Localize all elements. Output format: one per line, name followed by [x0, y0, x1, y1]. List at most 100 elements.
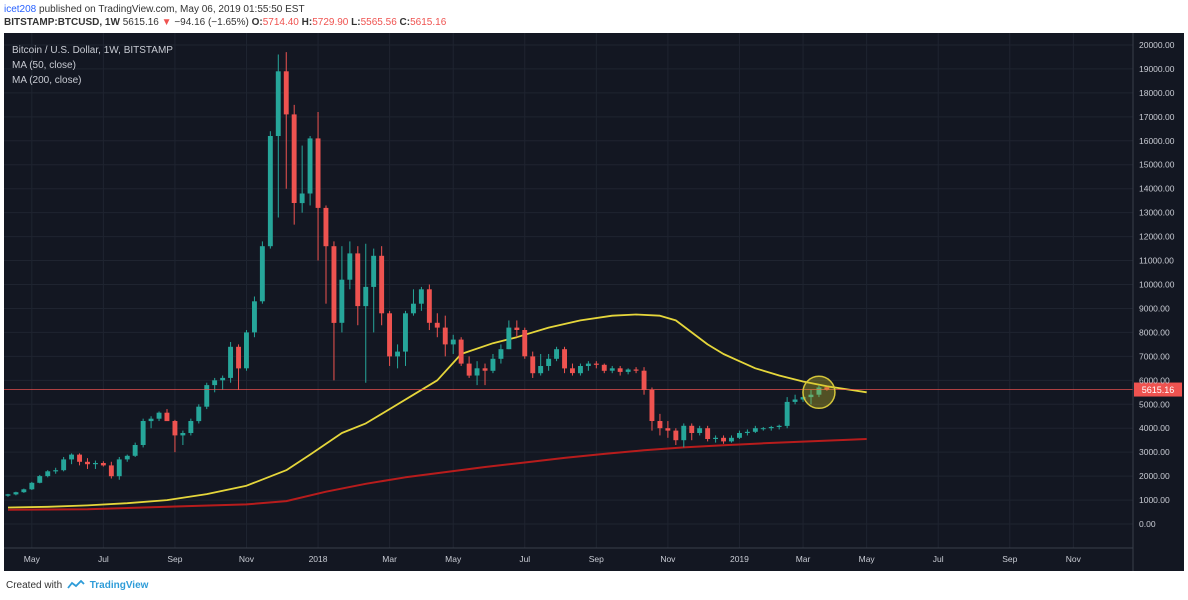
y-tick-label: 17000.00 — [1139, 112, 1175, 122]
candle-up — [5, 494, 11, 496]
candle-down — [641, 370, 647, 390]
candle-down — [824, 387, 830, 390]
candle-up — [339, 279, 345, 323]
x-tick-label: Jul — [933, 554, 944, 564]
annotation-circle — [802, 375, 836, 410]
down-arrow-icon: ▼ — [161, 17, 172, 28]
candle-down — [665, 428, 671, 431]
y-tick-label: 0.00 — [1139, 519, 1156, 529]
candle-up — [53, 470, 59, 472]
legend-title: Bitcoin / U.S. Dollar, 1W, BITSTAMP — [12, 45, 173, 56]
legend-ma50[interactable]: MA (50, close) — [12, 60, 76, 71]
chart-legend: Bitcoin / U.S. Dollar, 1W, BITSTAMP MA (… — [12, 43, 173, 88]
candle-down — [236, 346, 241, 369]
y-tick-label: 14000.00 — [1139, 184, 1175, 194]
y-tick-label: 2000.00 — [1139, 471, 1170, 481]
candle-up — [538, 366, 544, 374]
candle-down — [657, 421, 663, 429]
y-tick-label: 9000.00 — [1139, 303, 1170, 313]
candle-down — [482, 368, 488, 371]
candle-down — [522, 330, 528, 357]
candle-up — [450, 339, 456, 345]
candle-up — [204, 385, 210, 407]
candle-up — [752, 428, 758, 432]
candle-down — [108, 465, 114, 477]
x-tick-label: Jul — [98, 554, 109, 564]
candle-up — [13, 492, 19, 495]
tradingview-brand[interactable]: TradingView — [89, 580, 149, 591]
candle-down — [100, 463, 106, 466]
candle-down — [323, 207, 329, 247]
candle-up — [792, 399, 798, 402]
candle-down — [530, 356, 536, 374]
chart-header: icet208 published on TradingView.com, Ma… — [0, 0, 1188, 32]
candle-up — [729, 437, 734, 442]
y-tick-label: 3000.00 — [1139, 447, 1170, 457]
candle-down — [689, 425, 695, 433]
current-price: 5615.16 — [122, 17, 159, 28]
x-tick-label: Sep — [1002, 554, 1017, 564]
chart-area[interactable]: 5615.16 0.00 1000.00 2000.00 3000.00 4000.00… — [4, 33, 1184, 571]
time-axis[interactable]: May Jul Sep Nov 2018 Mar May Jul Sep Nov 2019 Mar Ma… — [24, 554, 1082, 564]
candle-up — [275, 71, 281, 136]
candlestick-chart[interactable]: 5615.16 0.00 1000.00 2000.00 3000.00 4000.00… — [4, 33, 1184, 571]
x-tick-label: Mar — [382, 554, 397, 564]
candle-down — [514, 327, 520, 330]
candle-up — [609, 368, 615, 371]
candle-down — [649, 389, 655, 421]
legend-ma200[interactable]: MA (200, close) — [12, 75, 82, 86]
close-label: C: — [399, 17, 411, 28]
price-change: −94.16 (−1.65%) — [174, 17, 249, 28]
candle-up — [267, 136, 273, 247]
candle-up — [259, 246, 265, 302]
y-tick-label: 16000.00 — [1139, 136, 1175, 146]
candle-up — [808, 394, 814, 398]
candle-up — [212, 380, 218, 386]
y-tick-label: 15000.00 — [1139, 160, 1175, 170]
candle-up — [29, 482, 35, 490]
candle-down — [355, 253, 361, 307]
candle-up — [506, 327, 512, 350]
y-tick-label: 5000.00 — [1139, 399, 1170, 409]
y-tick-label: 1000.00 — [1139, 495, 1170, 505]
candle-up — [681, 425, 687, 441]
y-tick-label: 6000.00 — [1139, 375, 1170, 385]
candle-down — [426, 289, 432, 323]
high-value: 5729.90 — [312, 17, 349, 28]
x-tick-label: May — [445, 554, 462, 564]
candle-down — [315, 138, 321, 208]
candle-down — [291, 114, 297, 203]
candle-up — [93, 463, 98, 465]
price-axis[interactable]: 0.00 1000.00 2000.00 3000.00 4000.00 5000.00 6… — [1139, 40, 1175, 529]
y-tick-label: 10000.00 — [1139, 280, 1175, 290]
username-link[interactable]: icet208 — [4, 4, 37, 15]
last-price-badge — [1134, 382, 1182, 397]
candle-up — [625, 369, 631, 372]
candle-up — [411, 303, 416, 314]
candle-up — [124, 455, 130, 460]
open-label: O: — [251, 17, 263, 28]
candle-up — [307, 138, 313, 194]
candle-down — [387, 313, 392, 357]
y-tick-label: 20000.00 — [1139, 40, 1175, 50]
candle-up — [554, 349, 559, 359]
candle-down — [458, 339, 464, 364]
x-tick-label: Sep — [589, 554, 604, 564]
candle-up — [371, 255, 377, 287]
candle-down — [633, 369, 639, 371]
candle-down — [77, 454, 82, 462]
y-tick-label: 11000.00 — [1139, 256, 1174, 266]
candle-up — [244, 332, 249, 369]
candle-up — [395, 351, 400, 357]
candle-up — [474, 368, 480, 376]
candle-down — [434, 322, 440, 328]
x-tick-label: Jul — [519, 554, 530, 564]
x-tick-label: May — [24, 554, 41, 564]
candle-up — [228, 346, 233, 378]
candle-up — [61, 459, 67, 471]
candle-up — [37, 476, 43, 483]
x-tick-label: May — [859, 554, 876, 564]
candle-up — [800, 397, 806, 400]
candle-up — [132, 445, 138, 456]
candle-up — [546, 358, 552, 366]
